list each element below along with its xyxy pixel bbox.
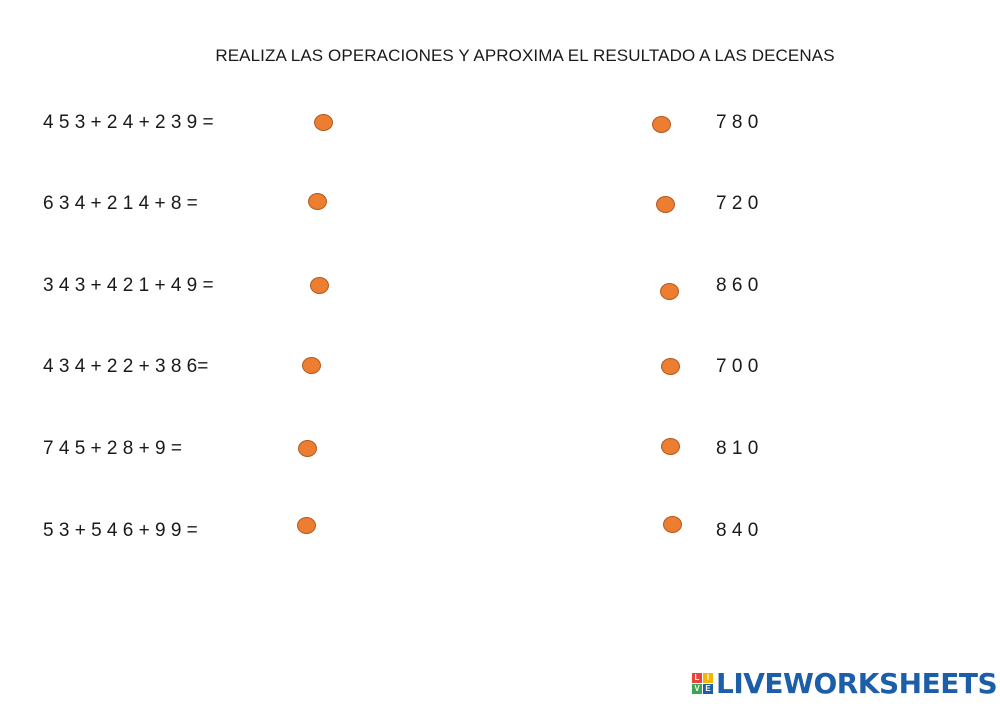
left-match-dot-3[interactable]	[310, 277, 329, 294]
right-match-dot-3[interactable]	[660, 283, 679, 300]
expression-3: 3 4 3 + 4 2 1 + 4 9 =	[43, 275, 214, 296]
expression-5: 7 4 5 + 2 8 + 9 =	[43, 438, 182, 459]
worksheet-title: REALIZA LAS OPERACIONES Y APROXIMA EL RE…	[215, 46, 835, 65]
expression-1: 4 5 3 + 2 4 + 2 3 9 =	[43, 112, 214, 133]
left-match-dot-5[interactable]	[298, 440, 317, 457]
logo-icon-letter: E	[703, 683, 713, 694]
answer-2: 7 2 0	[716, 193, 759, 214]
left-match-dot-6[interactable]	[297, 517, 316, 534]
logo-icon-letter: V	[692, 683, 702, 694]
right-match-dot-2[interactable]	[656, 196, 675, 213]
liveworksheets-logo: L I V E LIVEWORKSHEETS	[692, 666, 998, 700]
answer-1: 7 8 0	[716, 112, 759, 133]
right-match-dot-5[interactable]	[661, 438, 680, 455]
answer-6: 8 4 0	[716, 520, 759, 541]
answer-3: 8 6 0	[716, 275, 759, 296]
answer-4: 7 0 0	[716, 356, 759, 377]
answer-5: 8 1 0	[716, 438, 759, 459]
liveworksheets-logo-text: LIVEWORKSHEETS	[716, 666, 998, 700]
expression-6: 5 3 + 5 4 6 + 9 9 =	[43, 520, 198, 541]
expression-4: 4 3 4 + 2 2 + 3 8 6=	[43, 356, 209, 377]
left-match-dot-4[interactable]	[302, 357, 321, 374]
right-match-dot-6[interactable]	[663, 516, 682, 533]
liveworksheets-logo-icon: L I V E	[692, 672, 713, 694]
left-match-dot-1[interactable]	[314, 114, 333, 131]
logo-icon-letter: I	[703, 672, 713, 683]
right-match-dot-4[interactable]	[661, 358, 680, 375]
right-match-dot-1[interactable]	[652, 116, 671, 133]
logo-icon-letter: L	[692, 672, 702, 683]
left-match-dot-2[interactable]	[308, 193, 327, 210]
expression-2: 6 3 4 + 2 1 4 + 8 =	[43, 193, 198, 214]
